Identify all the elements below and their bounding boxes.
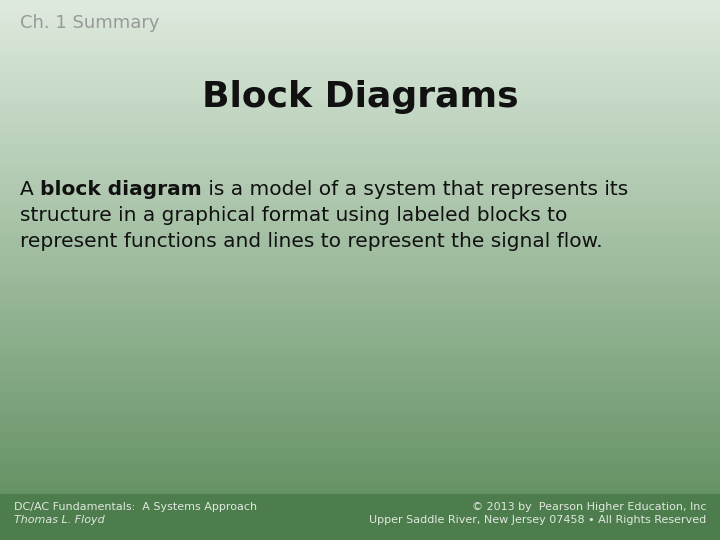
Text: Upper Saddle River, New Jersey 07458 • All Rights Reserved: Upper Saddle River, New Jersey 07458 • A… <box>369 515 706 525</box>
Text: structure in a graphical format using labeled blocks to: structure in a graphical format using la… <box>20 206 567 225</box>
Text: © 2013 by  Pearson Higher Education, Inc: © 2013 by Pearson Higher Education, Inc <box>472 502 706 512</box>
Bar <box>0 494 720 540</box>
Text: Ch. 1 Summary: Ch. 1 Summary <box>20 14 160 32</box>
Text: block diagram: block diagram <box>40 180 202 199</box>
Text: Thomas L. Floyd: Thomas L. Floyd <box>14 515 104 525</box>
Text: represent functions and lines to represent the signal flow.: represent functions and lines to represe… <box>20 232 603 251</box>
Text: DC/AC Fundamentals:  A Systems Approach: DC/AC Fundamentals: A Systems Approach <box>14 502 257 512</box>
Text: is a model of a system that represents its: is a model of a system that represents i… <box>202 180 628 199</box>
Text: A: A <box>20 180 40 199</box>
Text: Block Diagrams: Block Diagrams <box>202 80 518 114</box>
